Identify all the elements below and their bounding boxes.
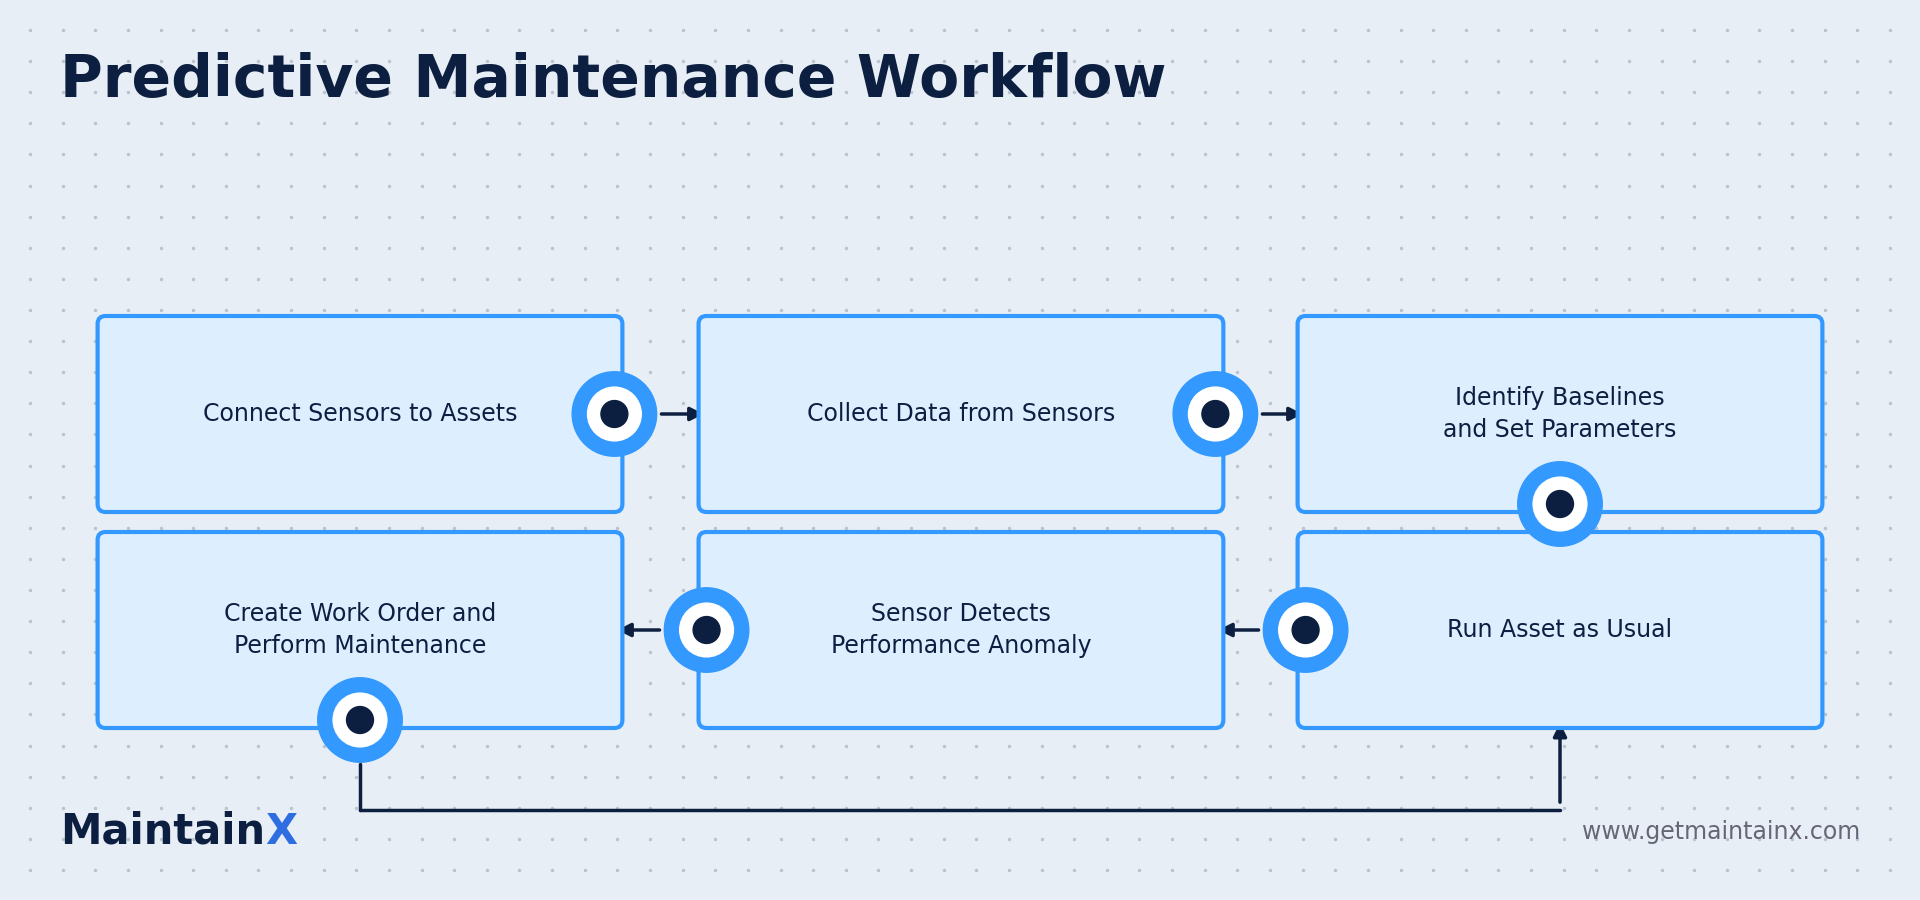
Circle shape	[588, 387, 641, 441]
Circle shape	[1202, 400, 1229, 428]
Circle shape	[1519, 462, 1603, 546]
FancyBboxPatch shape	[1298, 316, 1822, 512]
Circle shape	[334, 693, 388, 747]
Text: Connect Sensors to Assets: Connect Sensors to Assets	[204, 402, 516, 426]
Circle shape	[693, 616, 720, 643]
Circle shape	[1292, 616, 1319, 643]
Circle shape	[680, 603, 733, 657]
Circle shape	[1279, 603, 1332, 657]
Text: Collect Data from Sensors: Collect Data from Sensors	[806, 402, 1116, 426]
Circle shape	[572, 372, 657, 456]
FancyBboxPatch shape	[699, 316, 1223, 512]
Text: Sensor Detects
Performance Anomaly: Sensor Detects Performance Anomaly	[831, 602, 1091, 658]
Text: Create Work Order and
Perform Maintenance: Create Work Order and Perform Maintenanc…	[225, 602, 495, 658]
Text: X: X	[265, 811, 298, 853]
FancyBboxPatch shape	[699, 532, 1223, 728]
Circle shape	[1188, 387, 1242, 441]
Circle shape	[664, 588, 749, 672]
Text: Identify Baselines
and Set Parameters: Identify Baselines and Set Parameters	[1444, 386, 1676, 442]
FancyBboxPatch shape	[98, 316, 622, 512]
Circle shape	[1532, 477, 1588, 531]
Circle shape	[1263, 588, 1348, 672]
Text: Predictive Maintenance Workflow: Predictive Maintenance Workflow	[60, 52, 1165, 109]
Text: www.getmaintainx.com: www.getmaintainx.com	[1582, 820, 1860, 844]
FancyBboxPatch shape	[1298, 532, 1822, 728]
Text: Run Asset as Usual: Run Asset as Usual	[1448, 618, 1672, 642]
Circle shape	[1173, 372, 1258, 456]
Circle shape	[346, 706, 374, 733]
Circle shape	[317, 678, 403, 762]
Circle shape	[1548, 491, 1574, 518]
Text: Maintain: Maintain	[60, 811, 265, 853]
Circle shape	[601, 400, 628, 428]
FancyBboxPatch shape	[98, 532, 622, 728]
